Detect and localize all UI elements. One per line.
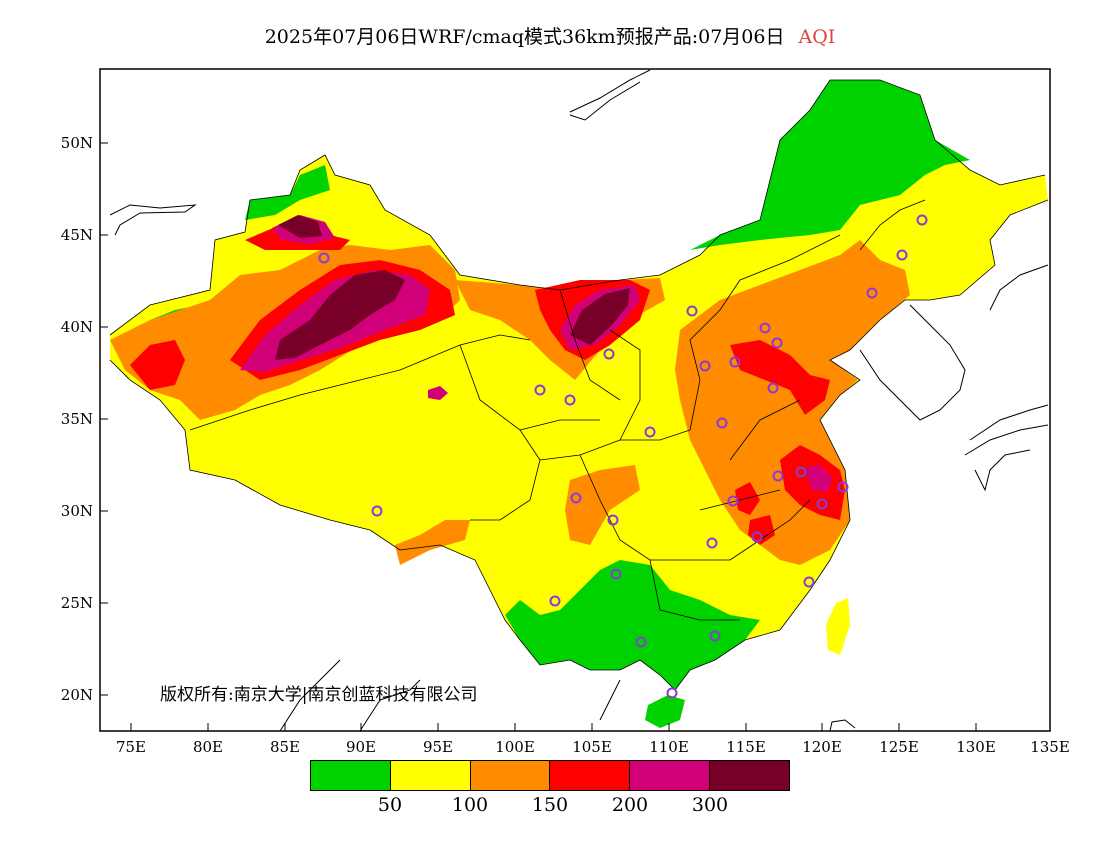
jiangxi-red bbox=[748, 515, 775, 545]
copyright-notice: 版权所有:南京大学|南京创蓝科技有限公司 bbox=[160, 685, 478, 705]
nw-top-maroon bbox=[278, 215, 322, 238]
color-legend bbox=[310, 760, 790, 791]
east-region-orange bbox=[675, 240, 910, 565]
station-marker bbox=[866, 287, 878, 299]
station-marker bbox=[751, 531, 763, 543]
station-marker bbox=[686, 305, 698, 317]
lat-label: 40N bbox=[61, 318, 93, 336]
lat-label: 30N bbox=[61, 502, 93, 520]
lon-label: 95E bbox=[423, 738, 453, 756]
lon-label: 75E bbox=[116, 738, 146, 756]
station-marker bbox=[716, 417, 728, 429]
station-marker bbox=[534, 384, 546, 396]
station-marker bbox=[771, 337, 783, 349]
lat-label: 35N bbox=[61, 410, 93, 428]
station-marker bbox=[706, 537, 718, 549]
lon-label: 130E bbox=[956, 738, 996, 756]
station-marker bbox=[644, 426, 656, 438]
lon-label: 80E bbox=[193, 738, 223, 756]
legend-label: 200 bbox=[611, 794, 649, 816]
station-marker bbox=[709, 630, 721, 642]
lon-label: 115E bbox=[726, 738, 766, 756]
lon-label: 105E bbox=[572, 738, 612, 756]
legend-swatch bbox=[549, 761, 630, 790]
station-marker bbox=[727, 495, 739, 507]
station-marker bbox=[759, 322, 771, 334]
station-marker bbox=[837, 481, 849, 493]
station-marker bbox=[896, 249, 908, 261]
lon-label: 90E bbox=[346, 738, 376, 756]
legend-swatch bbox=[709, 761, 789, 790]
legend-label: 50 bbox=[377, 794, 403, 816]
axis-ticks bbox=[100, 142, 1051, 731]
far-west-red bbox=[130, 340, 185, 390]
lon-labels: 75E 80E 85E 90E 95E 100E 105E 110E 115E … bbox=[116, 738, 1070, 756]
lat-label: 20N bbox=[61, 686, 93, 704]
station-marker bbox=[803, 576, 815, 588]
tibet-south-orange bbox=[395, 520, 470, 565]
lon-label: 120E bbox=[802, 738, 842, 756]
station-marker bbox=[795, 466, 807, 478]
station-marker bbox=[371, 505, 383, 517]
east-core-red bbox=[730, 340, 830, 415]
station-marker bbox=[564, 394, 576, 406]
station-marker bbox=[816, 498, 828, 510]
legend-swatch bbox=[629, 761, 710, 790]
station-marker bbox=[635, 636, 647, 648]
legend-label: 150 bbox=[531, 794, 569, 816]
title-main: 2025年07月06日WRF/cmaq模式36km预报产品:07月06日 bbox=[264, 26, 785, 48]
legend-swatch bbox=[311, 761, 390, 790]
station-marker bbox=[318, 252, 330, 264]
lat-labels: 50N 45N 40N 35N 30N 25N 20N bbox=[61, 134, 93, 704]
station-marker bbox=[607, 514, 619, 526]
station-marker bbox=[603, 348, 615, 360]
lon-label: 135E bbox=[1030, 738, 1070, 756]
west-core-maroon bbox=[275, 270, 405, 360]
lat-label: 50N bbox=[61, 134, 93, 152]
neighbor-coastlines bbox=[109, 69, 1049, 732]
tibet-hotspot-purple bbox=[428, 386, 448, 400]
south-region-green bbox=[505, 560, 760, 690]
northeast-region-green bbox=[690, 80, 970, 250]
station-marker bbox=[772, 470, 784, 482]
station-marker bbox=[699, 360, 711, 372]
lon-label: 125E bbox=[879, 738, 919, 756]
northwest-region-green bbox=[245, 165, 330, 220]
lon-label: 85E bbox=[270, 738, 300, 756]
map-title: 2025年07月06日WRF/cmaq模式36km预报产品:07月06日 AQI bbox=[0, 22, 1100, 49]
hainan-island-green bbox=[645, 695, 685, 728]
station-marker bbox=[549, 595, 561, 607]
title-variable: AQI bbox=[798, 26, 836, 48]
lon-label: 100E bbox=[495, 738, 535, 756]
lat-label: 45N bbox=[61, 226, 93, 244]
station-marker bbox=[767, 382, 779, 394]
station-marker bbox=[666, 687, 678, 699]
legend-swatch bbox=[389, 761, 470, 790]
station-markers bbox=[318, 214, 928, 699]
lon-label: 110E bbox=[649, 738, 689, 756]
north-central-maroon bbox=[570, 288, 630, 345]
map-frame bbox=[99, 68, 1051, 732]
legend-label: 300 bbox=[691, 794, 729, 816]
station-marker bbox=[570, 492, 582, 504]
yangtze-delta-purple bbox=[805, 465, 832, 492]
station-marker bbox=[610, 568, 622, 580]
station-marker bbox=[916, 214, 928, 226]
station-marker bbox=[729, 356, 741, 368]
taiwan-island-yellow bbox=[826, 598, 850, 655]
legend-swatch bbox=[469, 761, 550, 790]
lat-label: 25N bbox=[61, 594, 93, 612]
legend-label: 100 bbox=[451, 794, 489, 816]
